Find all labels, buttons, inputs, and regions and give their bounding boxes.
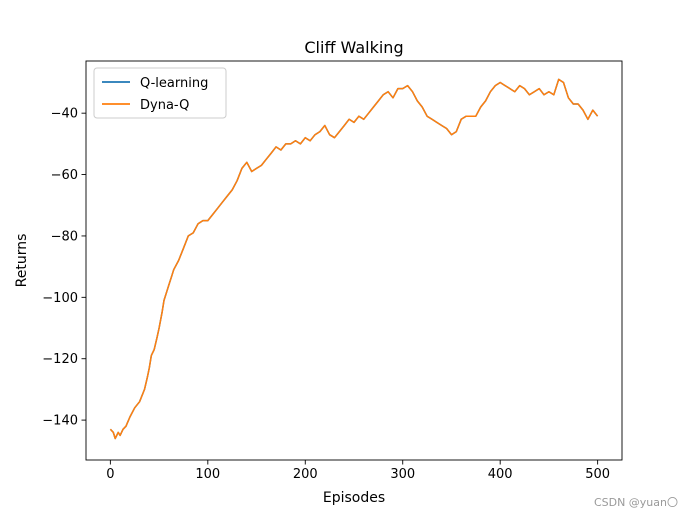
y-tick-label: −100 (42, 291, 78, 306)
legend-label: Q-learning (140, 76, 208, 91)
plot-frame (85, 60, 623, 461)
x-tick-label: 200 (293, 467, 318, 482)
y-axis-label: Returns (14, 234, 30, 288)
legend-box (93, 67, 227, 119)
x-tick-label: 500 (585, 467, 610, 482)
y-tick-label: −140 (42, 414, 78, 429)
series-line-dyna-q (109, 78, 599, 440)
chart-title: Cliff Walking (304, 38, 403, 57)
series-line-q-learning (109, 78, 599, 440)
y-tick-label: −60 (51, 168, 78, 183)
x-axis-label: Episodes (323, 490, 385, 506)
x-tick-label: 100 (195, 467, 220, 482)
x-tick-label: 400 (488, 467, 513, 482)
x-tick-label: 0 (106, 467, 114, 482)
y-tick-label: −40 (51, 107, 78, 122)
watermark: CSDN @yuan〇 (593, 496, 678, 509)
y-tick-label: −80 (51, 229, 78, 244)
legend-label: Dyna-Q (140, 98, 189, 113)
y-tick-label: −120 (42, 352, 78, 367)
x-tick-label: 300 (390, 467, 415, 482)
